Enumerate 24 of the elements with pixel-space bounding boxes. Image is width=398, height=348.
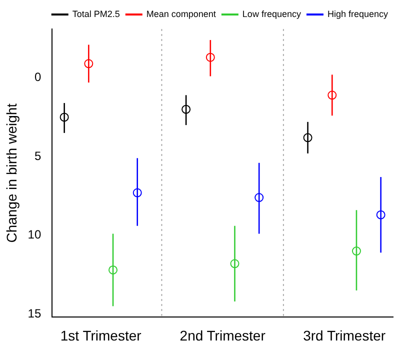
point [132, 188, 142, 198]
legend-label: Low frequency [242, 8, 302, 19]
point [84, 59, 94, 68]
y-axis-title: Change in birth weight [3, 103, 20, 243]
x-tick-label: 3rd Trimester [303, 327, 386, 344]
y-tick-label: 0 [34, 70, 42, 84]
legend-label: Total PM2.5 [72, 8, 120, 19]
legend-label: Mean component [146, 8, 216, 19]
x-tick-label: 2nd Trimester [180, 327, 266, 344]
point [352, 246, 361, 256]
point [60, 112, 69, 122]
point [376, 210, 386, 220]
point [182, 104, 191, 114]
x-tick-label: 1st Trimester [60, 327, 142, 344]
y-tick-label: 15 [28, 306, 42, 320]
y-tick-label: 5 [34, 148, 42, 163]
point [328, 90, 337, 100]
y-tick-label: 10 [28, 228, 42, 242]
point [206, 52, 215, 62]
point [230, 259, 240, 268]
point [303, 133, 312, 142]
legend-label: High frequency [327, 8, 388, 19]
point [254, 193, 264, 202]
point [108, 265, 118, 274]
